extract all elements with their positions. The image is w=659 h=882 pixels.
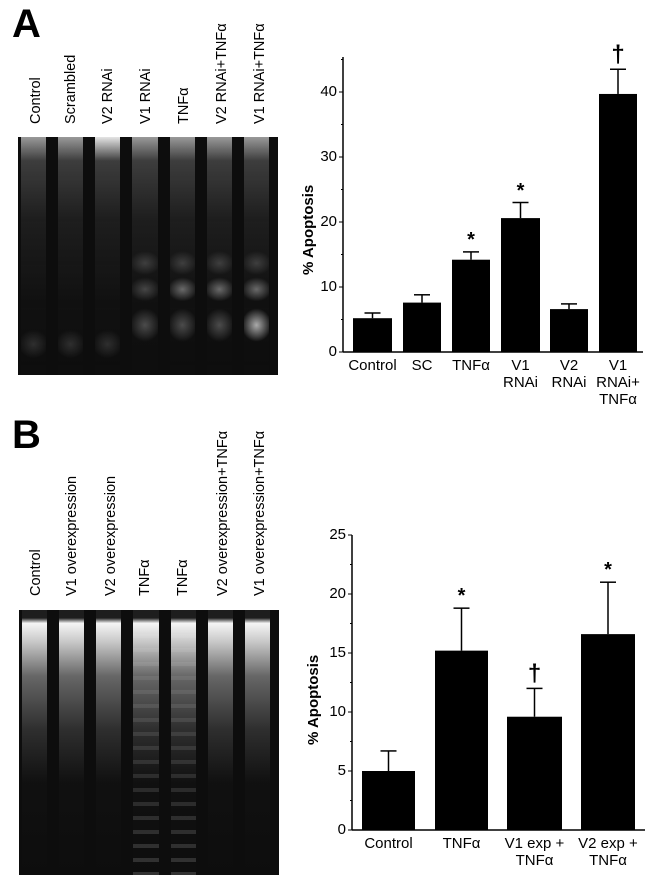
x-category-label: V2 RNAi [529,357,609,391]
gel-lane [21,137,47,375]
x-category-label-line: Control [348,357,397,374]
bar [362,771,415,830]
y-tick-label: 15 [329,644,346,661]
bar [581,634,635,830]
x-category-label-line: RNAi [551,374,587,391]
x-category-label-line: TNFα [599,391,637,408]
x-category-label: Control [333,357,413,374]
gel-lane [133,610,159,875]
bar [599,93,637,352]
bar [507,716,562,830]
y-tick-label: 40 [320,83,337,100]
x-category-label: V2 exp + TNFα [568,835,648,869]
x-category-label: V1 RNAi [481,357,561,391]
significance-asterisk: * [457,585,466,608]
x-category-label-line: Control [364,835,413,852]
gel-lane [244,610,270,875]
y-tick-label: 20 [320,213,337,230]
gel-lane [95,137,121,375]
bar [452,259,490,352]
significance-dagger: † [611,41,625,69]
x-category-label-line: V2 [559,357,579,374]
y-tick-label: 10 [320,278,337,295]
x-category-label-line: SC [411,357,433,374]
significance-asterisk: * [516,179,525,202]
y-tick-label: 5 [337,762,346,779]
gel-lane [207,610,233,875]
y-tick-label: 10 [329,703,346,720]
y-tick-label: 25 [329,526,346,543]
y-tick-label: 30 [320,148,337,165]
y-tick-label: 0 [328,343,337,360]
x-category-label: Control [349,835,429,852]
x-category-label: V1 exp + TNFα [495,835,575,869]
gel-lane [22,610,48,875]
gel-lane [59,610,85,875]
gel-lane [96,610,122,875]
significance-dagger: † [527,660,542,688]
bar [403,302,441,352]
x-category-label-line: V1 exp + [504,835,565,852]
x-category-label-line: V1 [511,357,530,374]
significance-asterisk: * [604,559,612,582]
x-category-label: V1 RNAi+ TNFα [578,357,658,408]
gel-lane [58,137,84,375]
panel-a-apoptosis-bar-chart: 0 10 20 30 40 Control SC * TNFα * V1 RNAi V2 RNAi † V1 R… [0,0,659,440]
x-category-label-line: V2 exp + [578,835,638,852]
x-category-label: SC [382,357,462,374]
x-category-label-line: TNFα [589,852,627,869]
significance-asterisk: * [467,228,475,251]
x-category-label-line: TNFα [442,835,481,852]
panel-b-letter: B [12,413,41,457]
bar [353,318,392,352]
bar [501,218,540,352]
x-category-label: TNFα [431,357,511,374]
panel-b-dna-ladder-gel [19,610,279,875]
y-tick-label: 20 [329,585,346,602]
x-category-label-line: TNFα [452,357,490,374]
bar [435,650,488,830]
y-tick-label: 0 [337,821,346,838]
gel-lane [170,610,196,875]
x-category-label-line: V1 [608,357,628,374]
gel-lane [132,137,158,375]
gel-lane [169,137,195,375]
y-axis-label: % Apoptosis [305,654,322,745]
x-category-label-line: RNAi [502,374,538,391]
gel-lane [206,137,232,375]
x-category-label-line: TNFα [515,852,554,869]
x-category-label-line: RNAi+ [596,374,640,391]
panel-a-dna-ladder-gel [18,137,278,375]
gel-lane [243,137,269,375]
panel-a-letter: A [12,2,41,46]
bar [550,309,588,352]
x-category-label: TNFα [422,835,502,852]
